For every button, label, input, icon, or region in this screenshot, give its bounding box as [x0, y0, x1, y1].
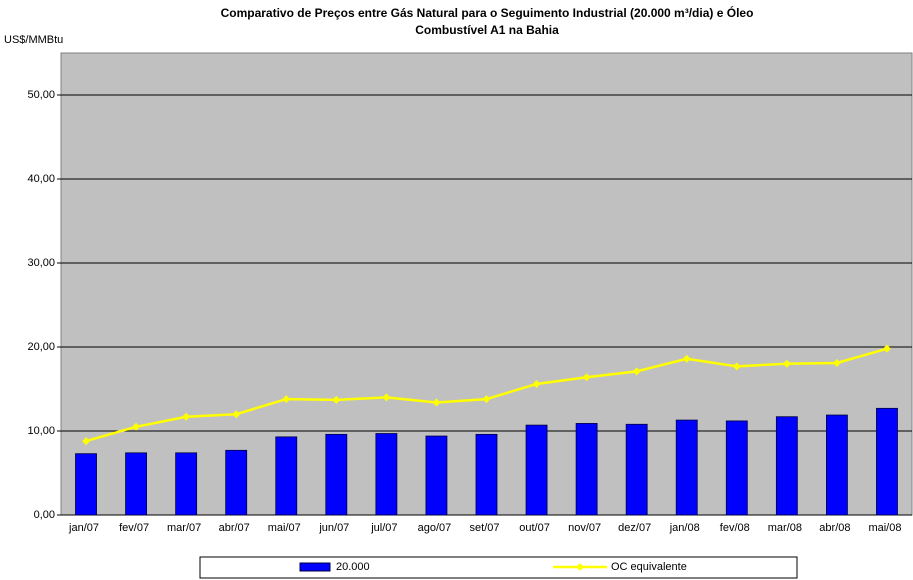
x-tick-label: jul/07 — [370, 522, 397, 534]
x-tick-label: out/07 — [519, 522, 550, 534]
bar — [475, 433, 498, 516]
y-tick-label: 50,00 — [27, 89, 55, 101]
x-tick-label: fev/07 — [119, 522, 149, 534]
x-tick-label: ago/07 — [418, 522, 452, 534]
marker — [432, 398, 441, 407]
y-tick-label: 0,00 — [34, 509, 55, 521]
x-tick-label: set/07 — [470, 522, 500, 534]
x-tick-label: mar/07 — [167, 522, 201, 534]
marker — [682, 354, 691, 363]
x-tick-label: mai/07 — [268, 522, 301, 534]
marker — [532, 379, 541, 388]
marker — [782, 359, 791, 368]
marker — [132, 422, 141, 431]
bar — [825, 414, 848, 516]
bar — [225, 449, 248, 516]
x-tick-label: nov/07 — [568, 522, 601, 534]
bar — [775, 416, 798, 516]
marker — [632, 367, 641, 376]
marker — [332, 395, 341, 404]
x-tick-label: abr/07 — [219, 522, 250, 534]
legend-label: OC equivalente — [611, 561, 687, 573]
y-tick-label: 30,00 — [27, 257, 55, 269]
marker — [882, 344, 891, 353]
marker — [282, 395, 291, 404]
legend-label: 20.000 — [336, 561, 370, 573]
x-tick-label: jun/07 — [318, 522, 349, 534]
bar — [325, 433, 348, 516]
bar — [625, 423, 648, 516]
legend-swatch — [576, 563, 584, 571]
y-axis-label: US$/MMBtu — [4, 34, 63, 46]
x-tick-label: mai/08 — [868, 522, 901, 534]
bar — [375, 433, 398, 516]
marker — [382, 393, 391, 402]
x-tick-label: jan/07 — [68, 522, 99, 534]
bar — [425, 435, 448, 516]
bar — [575, 423, 598, 516]
bar — [725, 420, 748, 516]
marker — [482, 395, 491, 404]
y-tick-label: 10,00 — [27, 425, 55, 437]
marker — [182, 412, 191, 421]
x-tick-label: mar/08 — [768, 522, 802, 534]
bar — [275, 436, 298, 516]
bar — [75, 453, 97, 516]
bar — [125, 452, 148, 516]
x-tick-label: dez/07 — [618, 522, 651, 534]
marker — [232, 410, 241, 419]
bar — [675, 419, 698, 516]
bar — [175, 452, 198, 516]
bar — [525, 424, 548, 516]
chart-title: Combustível A1 na Bahia — [415, 23, 559, 37]
marker — [82, 437, 91, 446]
bar — [876, 407, 898, 516]
y-tick-label: 40,00 — [27, 173, 55, 185]
x-tick-label: jan/08 — [669, 522, 700, 534]
y-tick-label: 20,00 — [27, 341, 55, 353]
legend-box — [199, 556, 798, 579]
marker — [732, 362, 741, 371]
legend-swatch — [299, 562, 331, 572]
x-tick-label: fev/08 — [720, 522, 750, 534]
x-tick-label: abr/08 — [819, 522, 850, 534]
chart-title: Comparativo de Preços entre Gás Natural … — [221, 5, 754, 20]
marker — [582, 373, 591, 382]
marker — [832, 358, 841, 367]
